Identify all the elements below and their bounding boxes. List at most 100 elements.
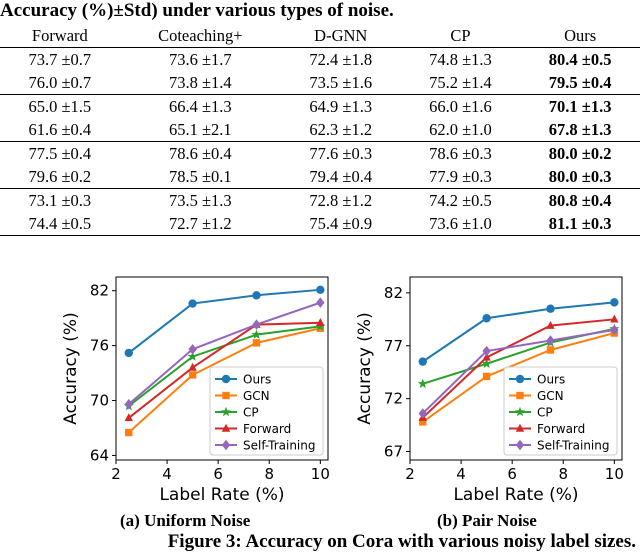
data-point-self-training: [316, 297, 325, 308]
table-cell: 78.6 ±0.4: [119, 141, 281, 165]
x-tick-label: 8: [264, 465, 274, 483]
x-tick-label: 6: [213, 465, 223, 483]
table-cell-ours: 79.5 ±0.4: [548, 72, 612, 92]
table-cell: 78.6 ±0.3: [400, 141, 521, 165]
legend-marker-forward: [221, 423, 231, 432]
x-tick-label: 10: [311, 465, 330, 483]
x-axis-label: Label Rate (%): [159, 485, 284, 505]
data-point-gcn: [252, 339, 261, 347]
table-cell: 72.8 ±1.2: [280, 188, 401, 212]
x-tick-label: 4: [456, 465, 466, 483]
series-line-ours: [422, 301, 615, 363]
table-cell: 77.9 ±0.3: [429, 166, 492, 186]
legend-label-self-training: Self-Training: [537, 439, 609, 453]
table-cell: 62.0 ±1.0: [429, 119, 492, 139]
data-point-cp: [251, 329, 262, 339]
legend-marker-ours: [515, 374, 525, 384]
x-tick-label: 8: [558, 465, 568, 483]
series-line-self-training: [128, 301, 321, 405]
legend-marker-cp: [221, 406, 231, 417]
data-point-ours: [316, 285, 325, 295]
legend-label-forward: Forward: [243, 422, 291, 436]
results-table: Forward Coteaching+ D-GNN CP Ours 73.7 ±…: [0, 24, 640, 236]
table-cell: 73.8 ±1.4: [168, 72, 232, 92]
table-cell: 74.4 ±0.5: [0, 212, 120, 236]
chart-pair-noise: 2 4 6 8 10 67 72 77 82 Label Rate (%) Accuracy (%)…: [352, 263, 637, 511]
data-point-forward: [482, 352, 491, 361]
x-tick-label: 2: [405, 465, 415, 483]
legend-marker-cp: [515, 406, 525, 417]
data-point-gcn: [419, 418, 427, 426]
table-cell: 79.4 ±0.4: [309, 166, 373, 186]
table-cell: 73.6 ±1.7: [168, 49, 232, 69]
data-point-self-training: [188, 344, 197, 355]
table-cell: 75.2 ±1.4: [429, 72, 492, 92]
table-cell-ours: 80.8 ±0.4: [520, 188, 640, 212]
data-point-self-training: [546, 335, 555, 346]
data-point-ours: [418, 357, 427, 366]
table-cell: 74.8 ±1.3: [429, 49, 492, 69]
chart-pair-noise-svg: 2 4 6 8 10 67 72 77 82 Label Rate (%) Accuracy (%)…: [355, 276, 624, 505]
data-point-forward: [124, 413, 133, 422]
table-cell: 76.0 ±0.7: [28, 72, 92, 92]
table-cell: 78.5 ±0.1: [168, 166, 232, 186]
legend-marker-forward: [515, 423, 525, 432]
series-self-training: [124, 297, 325, 410]
data-point-self-training: [482, 345, 491, 357]
legend-box: [503, 366, 618, 456]
data-point-ours: [252, 291, 261, 300]
legend-marker-self-training: [221, 439, 231, 451]
table-row: 74.4 ±0.5 72.7 ±1.2 75.4 ±0.9 73.6 ±1.0 …: [0, 212, 640, 236]
table-cell-ours: 70.1 ±1.3: [520, 94, 640, 118]
header-ours: Ours: [520, 24, 640, 48]
data-point-ours: [188, 299, 197, 308]
plot-frame: [409, 276, 623, 461]
data-point-forward: [316, 318, 325, 326]
table-cell: 62.3 ±1.2: [309, 119, 373, 139]
table-cell-ours: 81.1 ±0.3: [520, 212, 640, 236]
legend-box: [209, 366, 324, 456]
y-tick-label: 82: [384, 284, 403, 302]
chart-uniform-noise-svg: 2 4 6 8 10 64 70 76 82 Label Rate (%) Accuracy (%)…: [61, 276, 330, 505]
table-cell: 73.1 ±0.3: [0, 188, 120, 212]
table-cell: 65.0 ±1.5: [0, 94, 120, 118]
data-point-ours: [124, 348, 133, 358]
data-point-self-training: [418, 408, 427, 419]
data-point-cp: [417, 378, 428, 389]
legend-marker-gcn: [222, 391, 230, 400]
y-axis-label: Accuracy (%): [355, 312, 375, 424]
series-self-training: [418, 324, 619, 419]
table-row: 79.6 ±0.2 78.5 ±0.1 79.4 ±0.4 77.9 ±0.3 …: [0, 165, 640, 189]
header-cp: CP: [400, 24, 521, 48]
table-row: 61.6 ±0.4 65.1 ±2.1 62.3 ±1.2 62.0 ±1.0 …: [0, 118, 640, 142]
data-point-self-training: [124, 398, 133, 410]
data-point-gcn: [125, 428, 133, 437]
data-point-ours: [610, 298, 619, 307]
table-cell: 73.7 ±0.7: [28, 49, 92, 69]
table-row: 77.5 ±0.4 78.6 ±0.4 77.6 ±0.3 78.6 ±0.3 …: [0, 141, 640, 165]
y-axis-label: Accuracy (%): [61, 312, 81, 424]
x-tick-label: 6: [507, 465, 517, 483]
data-point-cp: [481, 358, 492, 368]
series-line-ours: [128, 288, 321, 354]
legend-label-ours: Ours: [537, 373, 565, 387]
table-cell-ours: 80.0 ±0.2: [520, 141, 640, 165]
legend: Ours GCN CP Forward Self-Training: [503, 366, 618, 456]
plot-frame: [115, 276, 329, 461]
table-cell: 79.6 ±0.2: [28, 166, 92, 186]
table-cell: 64.9 ±1.3: [280, 94, 401, 118]
x-tick-label: 10: [605, 465, 624, 483]
table-row: 73.7 ±0.7 73.6 ±1.7 72.4 ±1.8 74.8 ±1.3 …: [0, 48, 640, 72]
table-cell: 66.0 ±1.6: [400, 94, 521, 118]
table-cell: 72.4 ±1.8: [309, 49, 373, 69]
header-dgnn: D-GNN: [280, 24, 401, 48]
legend-label-cp: CP: [537, 406, 553, 420]
subcaption-uniform: (a) Uniform Noise: [120, 511, 251, 530]
data-point-cp: [187, 351, 198, 361]
y-tick-label: 64: [90, 446, 109, 464]
table-cell: 73.5 ±1.6: [309, 72, 373, 92]
data-point-ours: [482, 314, 491, 323]
y-tick-label: 82: [90, 282, 109, 300]
data-point-self-training: [252, 319, 261, 330]
legend-label-self-training: Self-Training: [243, 439, 315, 453]
